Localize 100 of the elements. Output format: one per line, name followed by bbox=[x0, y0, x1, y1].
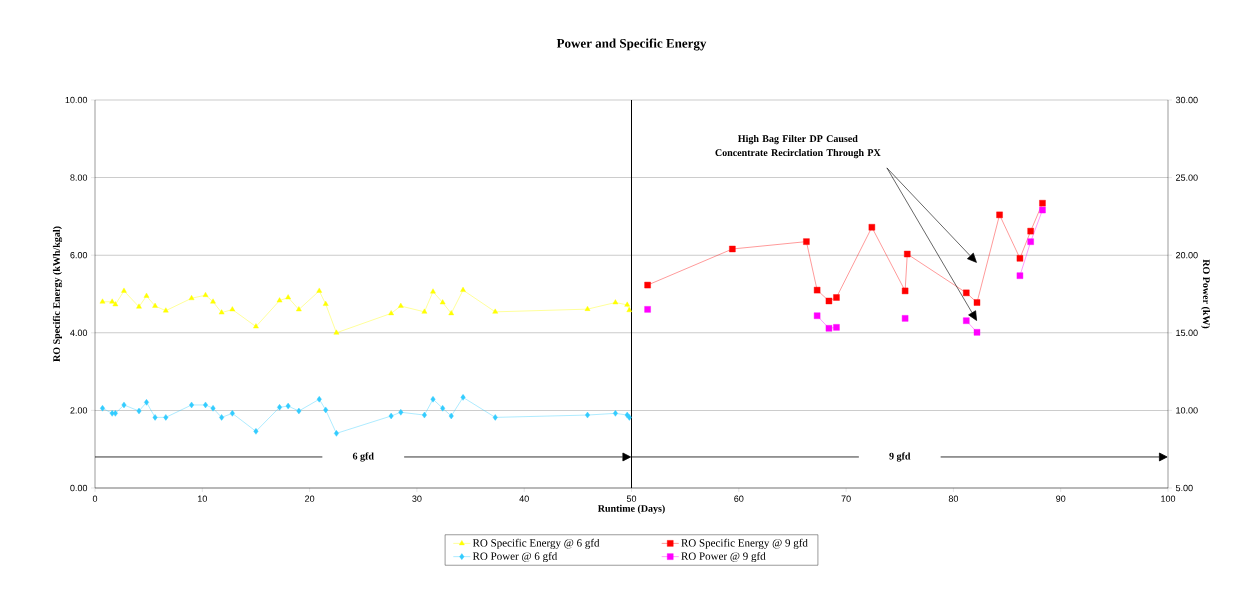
point bbox=[421, 411, 427, 419]
point bbox=[612, 410, 618, 417]
point bbox=[144, 399, 149, 406]
point bbox=[202, 291, 209, 297]
point bbox=[152, 414, 158, 421]
x-tick-label: 90 bbox=[1056, 495, 1066, 502]
point bbox=[189, 401, 195, 409]
legend-label: RO Specific Energy @ 9 gfd bbox=[681, 538, 808, 549]
chart-title: Power and Specific Energy bbox=[556, 38, 707, 51]
point bbox=[296, 306, 302, 312]
point bbox=[813, 312, 821, 319]
x-tick-label: 20 bbox=[305, 495, 315, 502]
point bbox=[388, 310, 394, 316]
point bbox=[803, 238, 810, 245]
point bbox=[430, 396, 436, 403]
y-axis-title: RO Specific Energy (kWh/kgal) bbox=[52, 226, 63, 362]
point bbox=[333, 430, 339, 437]
point bbox=[460, 394, 466, 401]
point bbox=[492, 308, 499, 314]
annotation: 6 gfd bbox=[352, 452, 374, 462]
point bbox=[460, 286, 466, 292]
point bbox=[904, 250, 911, 258]
point bbox=[143, 292, 150, 298]
point bbox=[99, 298, 106, 304]
point bbox=[163, 307, 169, 313]
point bbox=[163, 414, 169, 421]
annotation: 9 gfd bbox=[889, 452, 911, 462]
point bbox=[218, 309, 225, 315]
point bbox=[813, 286, 821, 294]
point bbox=[1016, 272, 1024, 279]
y2-tick-label: 20.00 bbox=[1176, 252, 1198, 259]
point bbox=[492, 414, 498, 421]
point bbox=[276, 297, 283, 303]
point bbox=[901, 287, 909, 295]
point bbox=[644, 281, 651, 289]
point bbox=[229, 306, 236, 312]
point bbox=[112, 301, 119, 307]
y-tick-label: 4.00 bbox=[70, 329, 88, 336]
point bbox=[323, 406, 329, 414]
point bbox=[1027, 227, 1034, 235]
point bbox=[624, 301, 631, 307]
point bbox=[100, 405, 105, 412]
point bbox=[333, 329, 340, 335]
point bbox=[277, 404, 283, 411]
point bbox=[430, 288, 436, 294]
y-tick-label: 8.00 bbox=[70, 174, 88, 181]
x-axis-title: Runtime (Days) bbox=[597, 504, 665, 514]
point bbox=[901, 315, 909, 322]
point bbox=[253, 428, 259, 435]
point bbox=[285, 294, 291, 300]
y2-tick-label: 15.00 bbox=[1176, 329, 1198, 336]
point bbox=[109, 298, 115, 304]
y-tick-label: 6.00 bbox=[70, 252, 88, 259]
point bbox=[996, 211, 1003, 219]
point bbox=[963, 289, 970, 297]
annotation: High Bag Filter DP Caused Concentrate Recirclation Through PX bbox=[715, 134, 881, 159]
point bbox=[612, 299, 619, 305]
point bbox=[229, 410, 235, 417]
point bbox=[388, 412, 394, 420]
legend-label: RO Power @ 6 gfd bbox=[472, 552, 558, 563]
point bbox=[121, 401, 127, 409]
point bbox=[253, 323, 259, 329]
y2-tick-label: 10.00 bbox=[1176, 407, 1198, 414]
point bbox=[833, 324, 840, 331]
point bbox=[316, 287, 323, 293]
point bbox=[210, 298, 216, 304]
point bbox=[1039, 200, 1046, 207]
x-tick-label: 50 bbox=[626, 495, 637, 502]
y2-tick-label: 5.00 bbox=[1175, 484, 1193, 492]
point bbox=[626, 414, 632, 421]
point bbox=[322, 300, 329, 306]
point bbox=[825, 325, 833, 332]
point bbox=[440, 405, 446, 412]
point bbox=[825, 297, 833, 305]
y-tick-label: 2.00 bbox=[70, 407, 88, 414]
point bbox=[136, 407, 142, 415]
point bbox=[644, 306, 651, 313]
x-tick-label: 0 bbox=[92, 495, 98, 502]
point bbox=[1039, 206, 1046, 214]
point bbox=[584, 305, 591, 311]
y-tick-label: 0.00 bbox=[70, 484, 88, 492]
point bbox=[285, 402, 291, 410]
point bbox=[152, 302, 158, 308]
point bbox=[121, 287, 127, 293]
point bbox=[421, 308, 428, 314]
x-tick-label: 80 bbox=[948, 495, 959, 502]
x-tick-label: 10 bbox=[197, 495, 207, 502]
point bbox=[316, 396, 322, 403]
point bbox=[398, 409, 404, 416]
point bbox=[626, 307, 633, 312]
point bbox=[112, 410, 118, 417]
point bbox=[448, 310, 455, 316]
point bbox=[188, 295, 195, 300]
point bbox=[448, 412, 454, 420]
x-tick-label: 60 bbox=[734, 495, 744, 502]
point bbox=[136, 303, 142, 309]
y2-tick-label: 25.00 bbox=[1176, 174, 1198, 181]
point bbox=[439, 299, 446, 305]
point bbox=[868, 224, 876, 231]
y2-axis-title: RO Power (kW) bbox=[1200, 259, 1211, 329]
